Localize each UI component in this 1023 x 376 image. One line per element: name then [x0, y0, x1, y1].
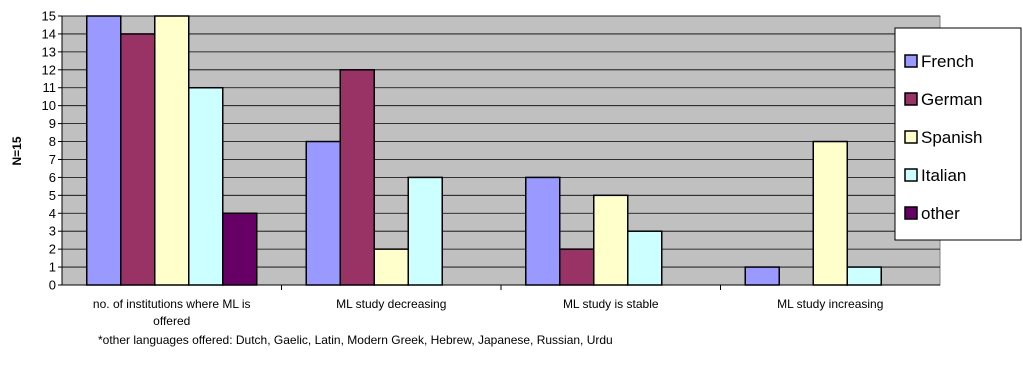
bar [373, 248, 409, 286]
y-axis-title: N=15 [10, 136, 24, 165]
legend-swatch [904, 92, 918, 106]
bar [188, 86, 224, 286]
bar [593, 194, 629, 286]
y-tick-label: 11 [43, 80, 57, 95]
y-tick-label: 4 [49, 206, 56, 221]
x-category-label: no. of institutions where ML is [93, 297, 251, 311]
bar [627, 230, 663, 286]
y-tick-label: 2 [49, 242, 56, 257]
bar [407, 176, 443, 286]
legend-label: French [921, 52, 974, 71]
y-tick-label: 5 [49, 188, 56, 203]
legend-label: Italian [921, 166, 966, 185]
bar [120, 33, 156, 286]
y-tick-label: 15 [42, 9, 56, 24]
bar [222, 212, 258, 286]
y-tick-label: 8 [49, 134, 56, 149]
bar [744, 266, 780, 286]
y-tick-label: 1 [49, 260, 56, 275]
y-tick-label: 7 [49, 152, 56, 167]
bar [86, 15, 122, 286]
legend-swatch [904, 168, 918, 182]
y-tick-label: 9 [49, 116, 56, 131]
bar [559, 248, 595, 286]
x-category-label: ML study is stable [563, 297, 659, 311]
x-category-label: ML study increasing [777, 297, 883, 311]
legend-swatch [904, 130, 918, 144]
legend-label: other [921, 204, 960, 223]
bar [525, 176, 561, 286]
y-tick-label: 0 [49, 278, 56, 293]
y-tick-label: 6 [49, 170, 56, 185]
legend-label: German [921, 90, 982, 109]
footnote: *other languages offered: Dutch, Gaelic,… [98, 333, 613, 347]
legend-swatch [904, 206, 918, 220]
y-tick-label: 10 [42, 98, 56, 113]
x-category-label: offered [153, 314, 190, 328]
legend-label: Spanish [921, 128, 982, 147]
bar [154, 15, 190, 286]
bar [812, 140, 848, 286]
y-tick-label: 13 [42, 44, 56, 59]
bar [305, 140, 341, 286]
bar [339, 69, 375, 286]
x-category-label: ML study decreasing [336, 297, 446, 311]
y-tick-label: 12 [42, 62, 56, 77]
y-tick-label: 14 [42, 26, 56, 41]
y-tick-label: 3 [49, 224, 56, 239]
bar [846, 266, 882, 286]
legend-swatch [904, 54, 918, 68]
